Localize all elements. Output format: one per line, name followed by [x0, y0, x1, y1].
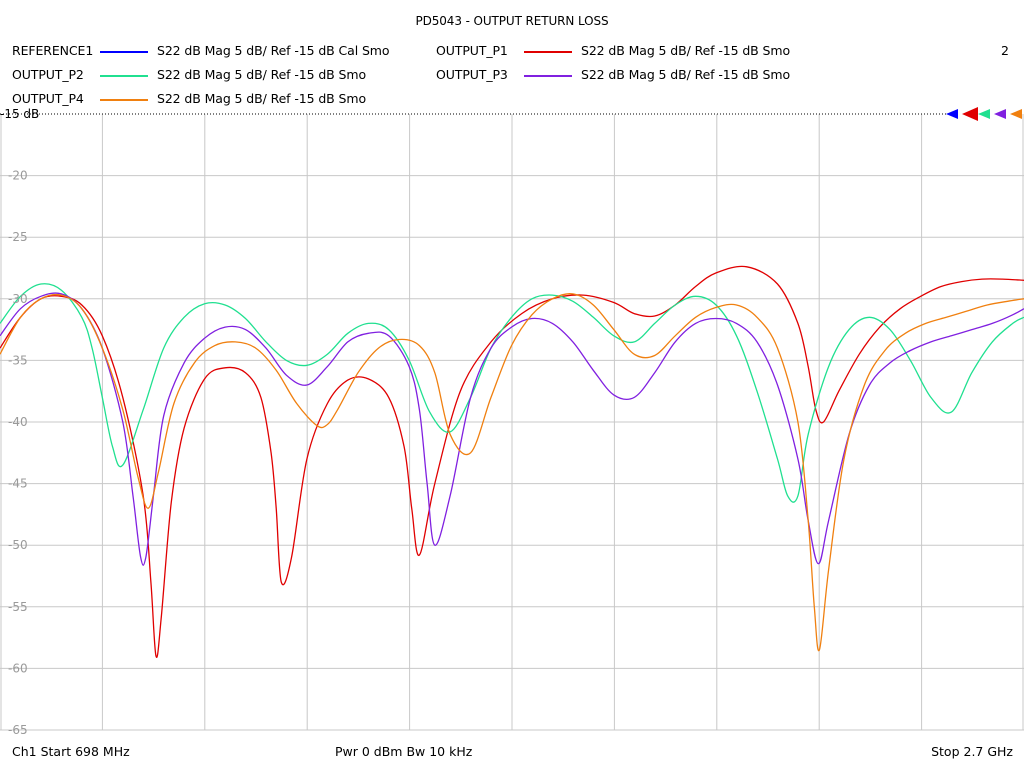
trace-output-p4	[0, 293, 1024, 652]
legend-swatch	[100, 99, 148, 101]
y-tick-label: -55	[8, 600, 28, 614]
legend-name: OUTPUT_P2	[12, 67, 84, 82]
legend-name: REFERENCE1	[12, 43, 94, 58]
legend-desc: S22 dB Mag 5 dB/ Ref -15 dB Smo	[581, 43, 790, 58]
y-tick-label: -35	[8, 353, 28, 367]
legend-swatch	[100, 51, 148, 53]
legend-count: 2	[1001, 43, 1009, 58]
grid	[0, 113, 1024, 731]
reference-marker	[994, 109, 1006, 119]
reference-marker	[962, 107, 978, 121]
reference-marker	[946, 109, 958, 119]
footer-start: Ch1 Start 698 MHz	[12, 744, 130, 759]
legend-name: OUTPUT_P1	[436, 43, 508, 58]
y-tick-label: -25	[8, 230, 28, 244]
y-tick-label: -20	[8, 169, 28, 183]
legend-name: OUTPUT_P3	[436, 67, 508, 82]
reference-marker	[1010, 109, 1022, 119]
y-tick-label: -65	[8, 723, 28, 736]
trace-output-p1	[0, 265, 1024, 658]
trace-output-p3	[0, 292, 1024, 566]
legend-desc: S22 dB Mag 5 dB/ Ref -15 dB Smo	[581, 67, 790, 82]
y-tick-labels: -15 dB -20 -25 -30 -35 -40 -45 -50 -55 -60 -65	[0, 107, 39, 736]
plot-area: -15 dB -20 -25 -30 -35 -40 -45 -50 -55 -60 -65	[0, 107, 1024, 736]
y-tick-label: -50	[8, 538, 28, 552]
legend-desc: S22 dB Mag 5 dB/ Ref -15 dB Smo	[157, 91, 366, 106]
legend-name: OUTPUT_P4	[12, 91, 84, 106]
y-tick-label: -60	[8, 661, 28, 675]
legend-desc: S22 dB Mag 5 dB/ Ref -15 dB Cal Smo	[157, 43, 390, 58]
chart-title: PD5043 - OUTPUT RETURN LOSS	[415, 14, 609, 28]
reference-marker	[978, 109, 990, 119]
reference-markers	[946, 107, 1022, 121]
footer-power: Pwr 0 dBm Bw 10 kHz	[335, 744, 473, 759]
y-tick-label: -15 dB	[0, 107, 39, 121]
trace-output-p2	[0, 283, 1024, 503]
y-tick-label: -40	[8, 415, 28, 429]
y-tick-label: -30	[8, 292, 28, 306]
legend-desc: S22 dB Mag 5 dB/ Ref -15 dB Smo	[157, 67, 366, 82]
footer-stop: Stop 2.7 GHz	[931, 744, 1013, 759]
legend-swatch	[100, 75, 148, 77]
traces	[0, 265, 1024, 658]
legend-swatch	[524, 75, 572, 77]
legend-swatch	[524, 51, 572, 53]
y-tick-label: -45	[8, 477, 28, 491]
